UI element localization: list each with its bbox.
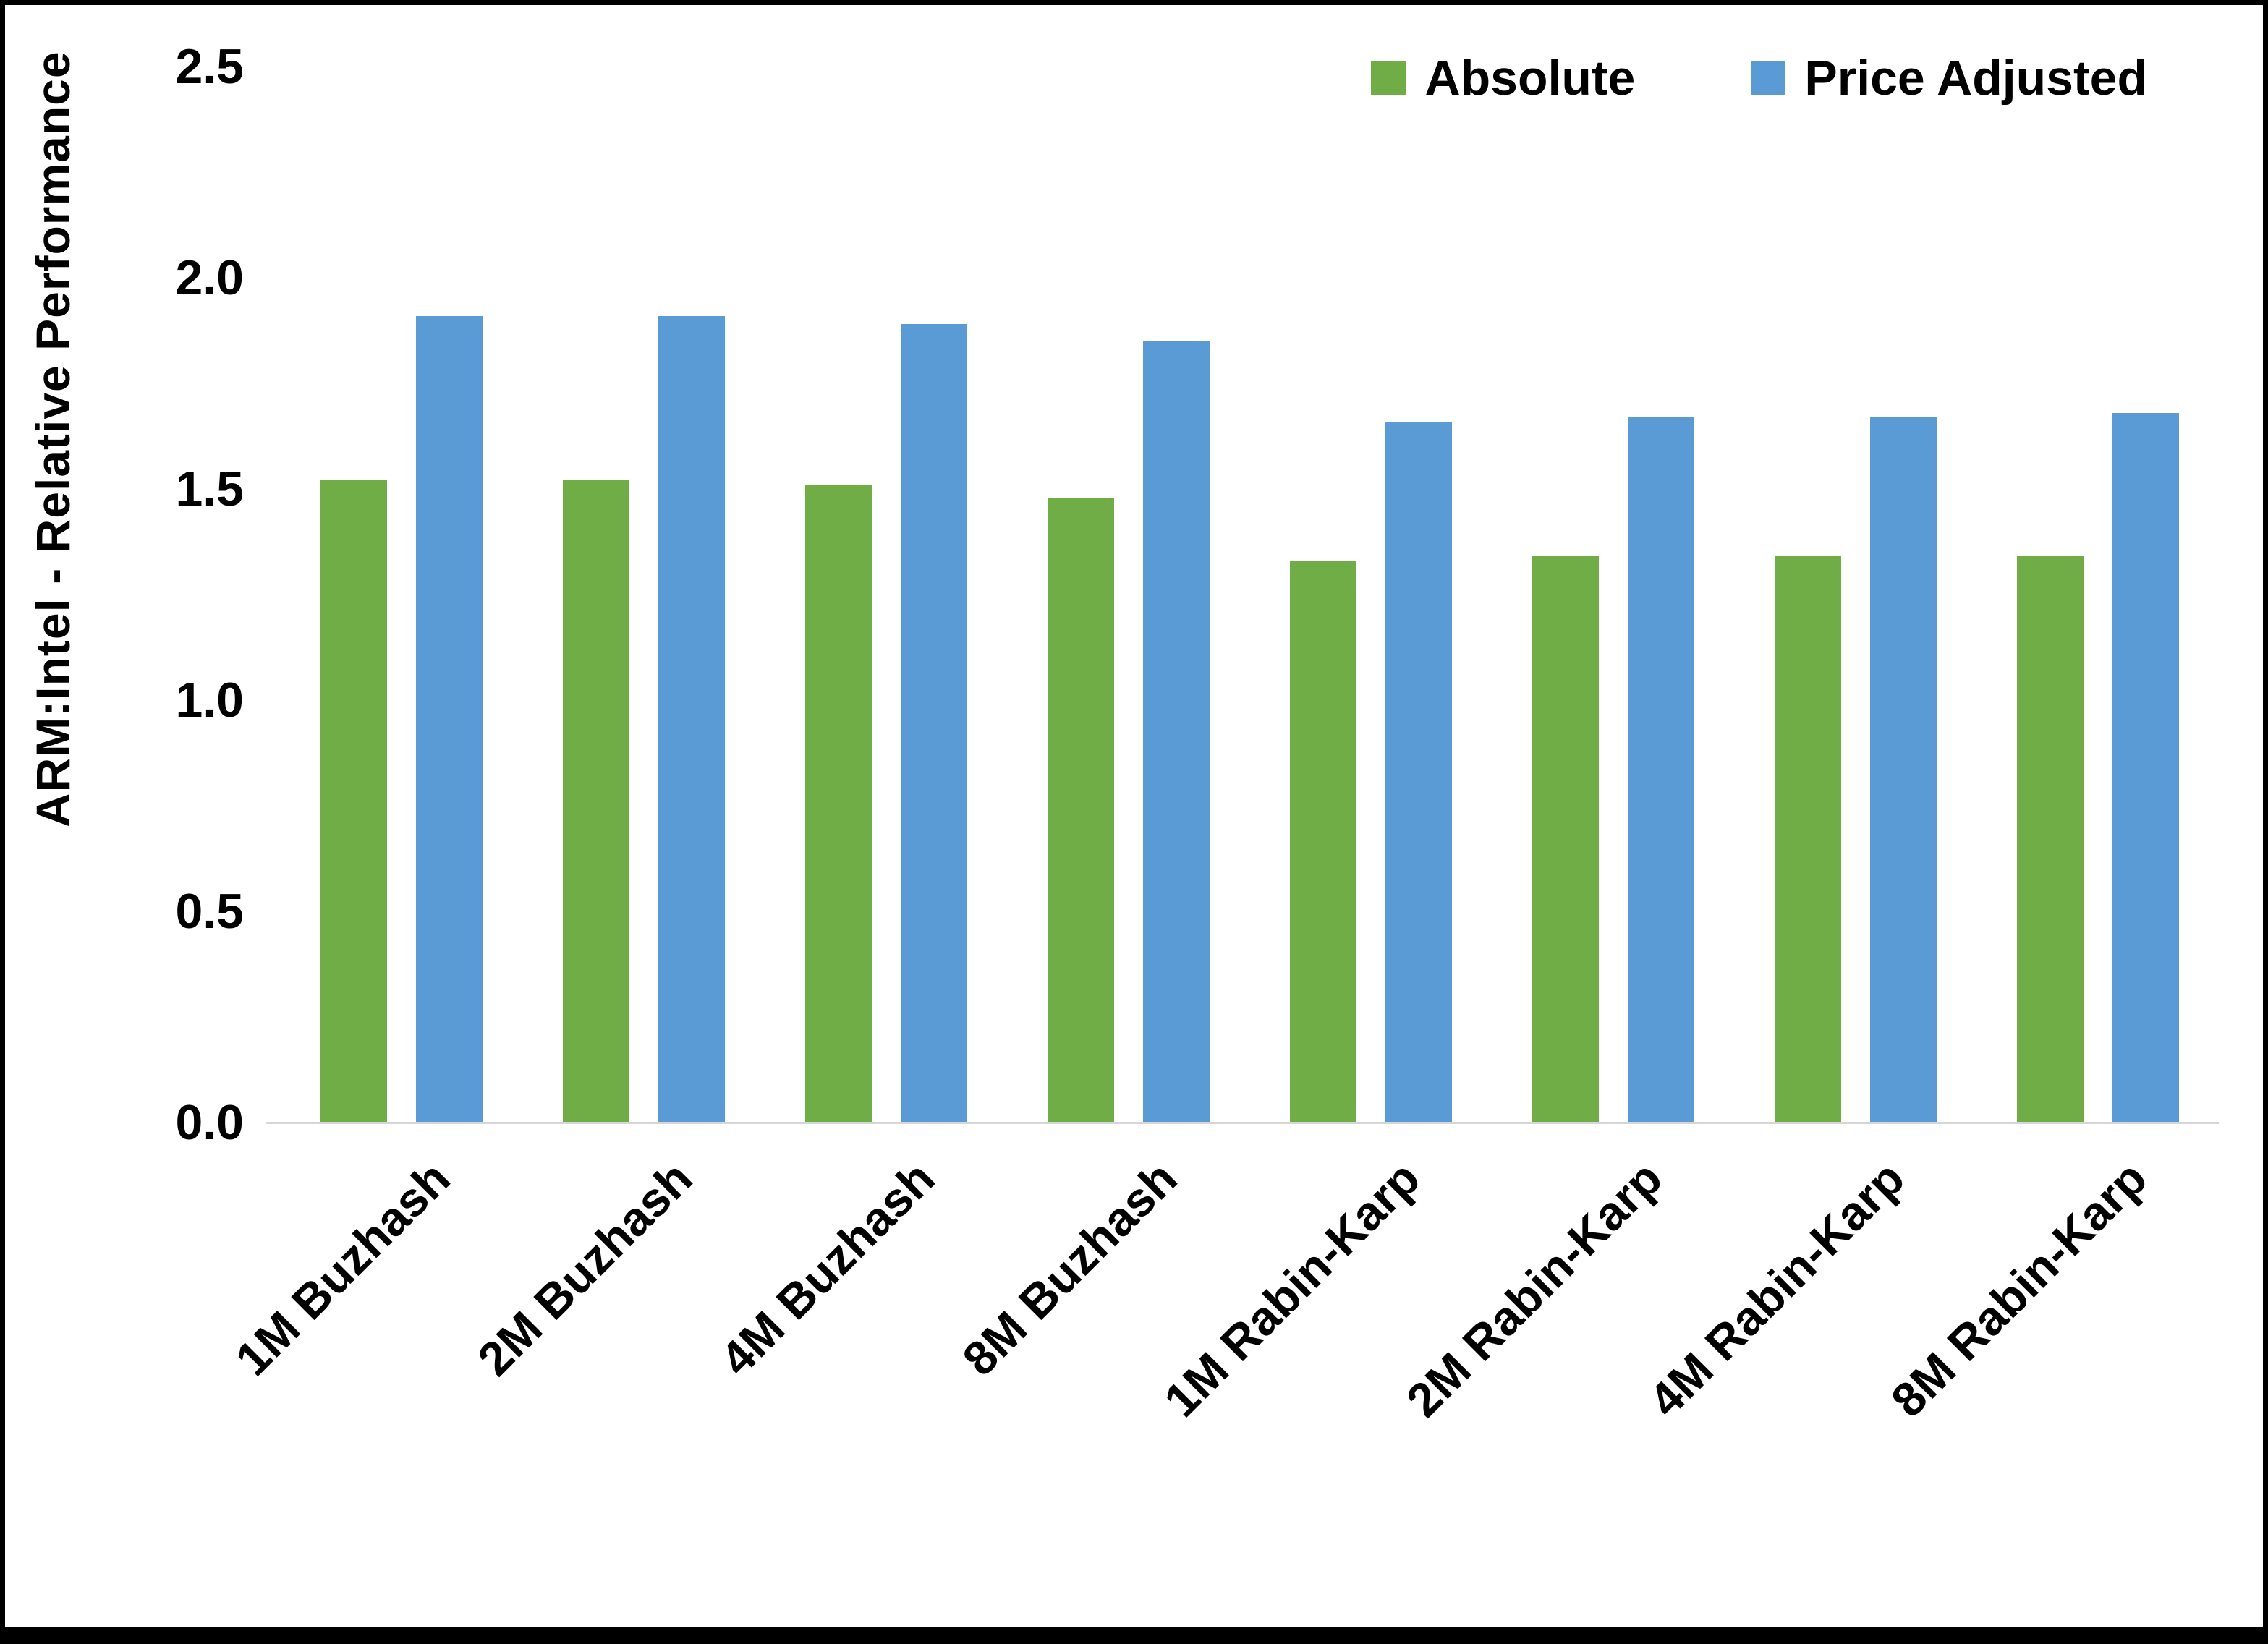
bar-group-8m-rabin-karp — [2016, 67, 2179, 1123]
bar-group-2m-buzhash — [562, 67, 725, 1123]
bar-price-adjusted — [1627, 417, 1694, 1123]
bar-group-2m-rabin-karp — [1532, 67, 1694, 1123]
bar-absolute — [1532, 556, 1599, 1123]
bar-group-4m-buzhash — [804, 67, 967, 1123]
x-category-label: 8M Buzhash — [952, 1151, 1188, 1386]
bar-group-1m-rabin-karp — [1289, 67, 1452, 1123]
legend-swatch-price-adjusted — [1751, 61, 1786, 95]
bar-group-8m-buzhash — [1047, 67, 1210, 1123]
bar-absolute — [1774, 556, 1841, 1123]
y-tick-label: 0.0 — [175, 1095, 244, 1150]
bar-price-adjusted — [658, 315, 725, 1123]
y-tick-label: 1.0 — [175, 673, 244, 728]
bar-absolute — [562, 480, 629, 1123]
bar-absolute — [1289, 561, 1356, 1123]
x-category-label: 2M Buzhash — [467, 1151, 703, 1386]
bar-price-adjusted — [415, 315, 483, 1123]
bar-groups — [280, 67, 2219, 1123]
legend-item-absolute: Absolute — [1371, 50, 1635, 106]
y-tick-label: 2.0 — [175, 250, 244, 305]
x-category-label: 4M Rabin-Karp — [1638, 1151, 1915, 1427]
bar-price-adjusted — [1385, 421, 1452, 1123]
legend-item-price-adjusted: Price Adjusted — [1751, 50, 2147, 106]
bar-absolute — [1047, 497, 1114, 1123]
legend-label: Price Adjusted — [1804, 51, 2147, 106]
bar-absolute — [2016, 556, 2084, 1123]
legend-swatch-absolute — [1371, 61, 1406, 95]
y-tick-label: 0.5 — [175, 884, 244, 939]
y-tick-label: 1.5 — [175, 461, 244, 516]
x-category-label: 8M Rabin-Karp — [1880, 1151, 2157, 1427]
bar-price-adjusted — [1869, 417, 1937, 1123]
x-category-label: 2M Rabin-Karp — [1396, 1151, 1673, 1427]
legend: Absolute Price Adjusted — [1371, 50, 2147, 106]
bar-price-adjusted — [2112, 412, 2179, 1123]
bar-group-4m-rabin-karp — [1774, 67, 1937, 1123]
x-category-label: 1M Buzhash — [225, 1151, 461, 1386]
bar-group-1m-buzhash — [320, 67, 483, 1123]
x-axis-line — [266, 1122, 2219, 1124]
bar-absolute — [320, 480, 387, 1123]
bar-price-adjusted — [1142, 341, 1210, 1123]
y-tick-label: 2.5 — [175, 39, 244, 94]
x-category-label: 4M Buzhash — [710, 1151, 946, 1386]
bar-absolute — [804, 485, 872, 1123]
plot-area — [266, 67, 2219, 1124]
bar-price-adjusted — [900, 324, 967, 1123]
legend-label: Absolute — [1424, 51, 1636, 106]
x-category-label: 1M Rabin-Karp — [1153, 1151, 1430, 1427]
